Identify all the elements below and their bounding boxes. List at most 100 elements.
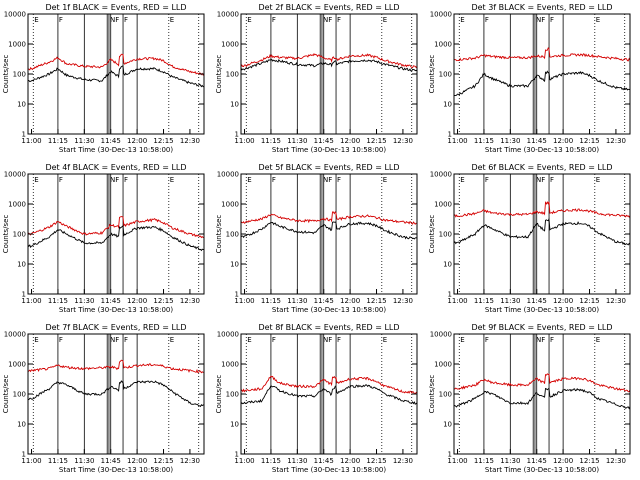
marker-label: E <box>170 176 174 184</box>
x-tick-label: 11:00 <box>447 297 467 305</box>
plot-frame <box>453 333 631 455</box>
marker-label: F <box>550 336 554 344</box>
x-tick-label: 12:00 <box>340 297 360 305</box>
plot-frame <box>453 173 631 295</box>
plot-frame <box>240 333 418 455</box>
series-lld-line <box>240 52 418 69</box>
marker-label: E <box>383 176 387 184</box>
marker-label: F <box>59 336 63 344</box>
x-axis-label: Start Time (30-Dec-13 10:58:00) <box>59 146 173 154</box>
series-lld-line <box>27 53 205 76</box>
x-axis-label: Start Time (30-Dec-13 10:58:00) <box>272 146 386 154</box>
y-axis-label: Counts/sec <box>215 375 223 414</box>
plot-frame <box>27 13 205 135</box>
y-tick-label: 1000 <box>8 201 26 209</box>
series-events-line <box>240 58 418 72</box>
marker-label: E <box>247 336 251 344</box>
plot-frame <box>240 173 418 295</box>
x-axis-label: Start Time (30-Dec-13 10:58:00) <box>59 306 173 314</box>
plot-frame <box>240 13 418 135</box>
y-tick-label: 10 <box>443 261 452 269</box>
series-lld-line <box>453 47 631 62</box>
x-tick-label: 12:00 <box>127 457 147 465</box>
x-tick-label: 11:30 <box>500 297 520 305</box>
y-axis-label: Counts/sec <box>2 55 10 94</box>
x-tick-label: 11:15 <box>261 297 281 305</box>
marker-label: F <box>124 176 128 184</box>
x-tick-label: 12:30 <box>606 297 626 305</box>
x-tick-label: 11:15 <box>474 297 494 305</box>
marker-label: F <box>337 336 341 344</box>
y-tick-label: 10000 <box>430 331 452 339</box>
y-tick-label: 1 <box>235 451 239 459</box>
series-lld-line <box>28 216 205 239</box>
y-axis-label: Counts/sec <box>215 215 223 254</box>
x-tick-label: 11:45 <box>101 297 121 305</box>
y-tick-label: 10000 <box>4 331 26 339</box>
y-tick-label: 100 <box>13 391 26 399</box>
y-tick-label: 10 <box>443 101 452 109</box>
series-events-line <box>27 224 205 252</box>
y-tick-label: 10 <box>17 421 26 429</box>
y-axis-label: Counts/sec <box>428 215 436 254</box>
marker-label: NF <box>110 176 119 184</box>
y-axis-label: Counts/sec <box>2 215 10 254</box>
y-tick-label: 100 <box>226 391 239 399</box>
series-events-line <box>240 221 418 240</box>
marker-label: F <box>59 16 63 24</box>
marker-label: F <box>337 16 341 24</box>
x-axis-label: Start Time (30-Dec-13 10:58:00) <box>272 466 386 474</box>
series-lld-line <box>240 211 418 225</box>
marker-label: E <box>596 16 600 24</box>
y-tick-label: 1000 <box>434 361 452 369</box>
x-tick-label: 12:15 <box>579 297 599 305</box>
y-tick-label: 100 <box>439 231 452 239</box>
panel-title: Det 6f BLACK = Events, RED = LLD <box>471 163 612 172</box>
panel-title: Det 7f BLACK = Events, RED = LLD <box>45 323 186 332</box>
x-tick-label: 11:15 <box>48 457 68 465</box>
y-tick-label: 100 <box>226 71 239 79</box>
x-tick-label: 11:30 <box>500 137 520 145</box>
y-tick-label: 1000 <box>221 361 239 369</box>
x-tick-label: 11:30 <box>74 297 94 305</box>
x-tick-label: 12:30 <box>393 457 413 465</box>
x-tick-label: 12:00 <box>553 457 573 465</box>
marker-label: F <box>124 336 128 344</box>
marker-label: F <box>272 176 276 184</box>
marker-label: E <box>247 176 251 184</box>
x-tick-label: 11:00 <box>234 137 254 145</box>
marker-label: F <box>124 16 128 24</box>
marker-label: E <box>383 16 387 24</box>
panel-title: Det 5f BLACK = Events, RED = LLD <box>258 163 399 172</box>
marker-label: E <box>596 336 600 344</box>
x-tick-label: 12:30 <box>180 297 200 305</box>
x-tick-label: 11:00 <box>447 137 467 145</box>
y-tick-label: 1 <box>235 291 239 299</box>
y-tick-label: 1 <box>235 131 239 139</box>
x-tick-label: 11:30 <box>287 297 307 305</box>
x-tick-label: 11:45 <box>101 457 121 465</box>
marker-label: E <box>460 176 464 184</box>
marker-label: E <box>170 16 174 24</box>
y-tick-label: 1 <box>448 131 452 139</box>
x-axis-label: Start Time (30-Dec-13 10:58:00) <box>485 466 599 474</box>
marker-label: F <box>272 16 276 24</box>
x-tick-label: 11:45 <box>314 457 334 465</box>
marker-label: F <box>485 336 489 344</box>
y-tick-label: 10000 <box>4 11 26 19</box>
marker-label: E <box>460 336 464 344</box>
marker-label: E <box>34 16 38 24</box>
marker-label: F <box>550 176 554 184</box>
x-tick-label: 11:15 <box>48 297 68 305</box>
x-tick-label: 11:30 <box>287 457 307 465</box>
y-tick-label: 10000 <box>430 11 452 19</box>
marker-label: NF <box>536 336 545 344</box>
y-tick-label: 100 <box>13 231 26 239</box>
y-tick-label: 10 <box>230 101 239 109</box>
x-tick-label: 12:00 <box>127 297 147 305</box>
